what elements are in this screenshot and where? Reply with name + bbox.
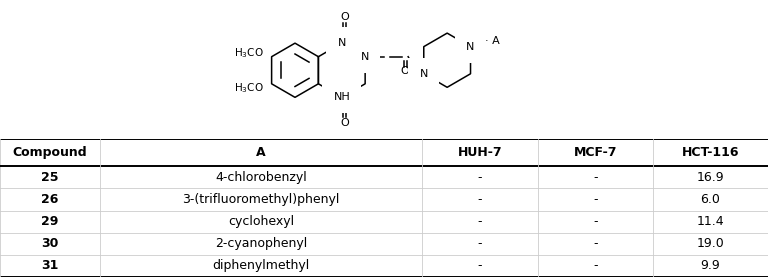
Text: HCT-116: HCT-116 bbox=[682, 146, 739, 159]
Text: -: - bbox=[593, 171, 598, 184]
Text: 30: 30 bbox=[41, 237, 58, 250]
Text: 26: 26 bbox=[41, 193, 58, 206]
Text: -: - bbox=[478, 193, 482, 206]
Text: -: - bbox=[478, 215, 482, 228]
Text: O: O bbox=[340, 12, 349, 22]
Text: H$_3$CO: H$_3$CO bbox=[234, 81, 263, 95]
Text: H$_3$CO: H$_3$CO bbox=[234, 46, 263, 60]
Text: -: - bbox=[478, 237, 482, 250]
Text: 31: 31 bbox=[41, 260, 58, 272]
Text: cyclohexyl: cyclohexyl bbox=[228, 215, 294, 228]
Text: 9.9: 9.9 bbox=[700, 260, 720, 272]
Text: 4-chlorobenzyl: 4-chlorobenzyl bbox=[215, 171, 307, 184]
Text: 11.4: 11.4 bbox=[697, 215, 724, 228]
Text: 6.0: 6.0 bbox=[700, 193, 720, 206]
Text: 29: 29 bbox=[41, 215, 58, 228]
Text: -: - bbox=[593, 260, 598, 272]
Text: O: O bbox=[340, 119, 349, 129]
Text: -: - bbox=[478, 171, 482, 184]
Text: diphenylmethyl: diphenylmethyl bbox=[213, 260, 310, 272]
Text: N: N bbox=[419, 69, 428, 79]
Text: 16.9: 16.9 bbox=[697, 171, 724, 184]
Text: -: - bbox=[593, 237, 598, 250]
Text: O: O bbox=[401, 66, 409, 76]
Text: 3-(trifluoromethyl)phenyl: 3-(trifluoromethyl)phenyl bbox=[183, 193, 339, 206]
Text: 25: 25 bbox=[41, 171, 58, 184]
Text: -: - bbox=[593, 215, 598, 228]
Text: A: A bbox=[257, 146, 266, 159]
Text: N: N bbox=[466, 42, 475, 52]
Text: 19.0: 19.0 bbox=[697, 237, 724, 250]
Text: N: N bbox=[361, 52, 369, 62]
Text: Compound: Compound bbox=[12, 146, 88, 159]
Text: MCF-7: MCF-7 bbox=[574, 146, 617, 159]
Text: 2-cyanophenyl: 2-cyanophenyl bbox=[215, 237, 307, 250]
Text: HUH-7: HUH-7 bbox=[458, 146, 502, 159]
Text: · A: · A bbox=[485, 36, 499, 46]
Text: -: - bbox=[593, 193, 598, 206]
Text: N: N bbox=[338, 38, 346, 48]
Text: -: - bbox=[478, 260, 482, 272]
Text: NH: NH bbox=[333, 92, 350, 102]
